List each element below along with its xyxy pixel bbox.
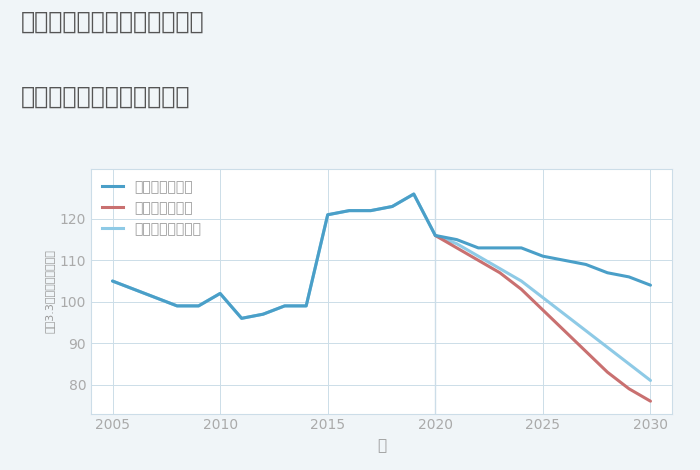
バッドシナリオ [582,349,590,354]
ノーマルシナリオ [496,266,504,272]
グッドシナリオ [237,315,246,321]
バッドシナリオ [517,287,526,292]
バッドシナリオ [453,245,461,251]
バッドシナリオ [560,328,568,334]
ノーマルシナリオ [302,303,310,309]
ノーマルシナリオ [195,303,203,309]
ノーマルシナリオ [410,191,418,197]
グッドシナリオ [431,233,440,238]
ノーマルシナリオ [539,295,547,300]
バッドシナリオ [474,258,482,263]
グッドシナリオ [216,290,224,296]
グッドシナリオ [474,245,482,251]
グッドシナリオ [603,270,612,275]
バッドシナリオ [496,270,504,275]
バッドシナリオ [603,369,612,375]
グッドシナリオ [173,303,181,309]
Y-axis label: 坪（3.3㎡）単価（万円）: 坪（3.3㎡）単価（万円） [44,250,54,333]
Text: 中古マンションの価格推移: 中古マンションの価格推移 [21,85,190,109]
グッドシナリオ [560,258,568,263]
ノーマルシナリオ [345,208,354,213]
グッドシナリオ [625,274,634,280]
ノーマルシナリオ [517,278,526,284]
グッドシナリオ [259,311,267,317]
ノーマルシナリオ [453,241,461,247]
ノーマルシナリオ [388,204,396,209]
バッドシナリオ [431,233,440,238]
Text: 愛知県稲沢市平和町中三宅の: 愛知県稲沢市平和町中三宅の [21,9,204,33]
ノーマルシナリオ [108,278,117,284]
ノーマルシナリオ [603,345,612,350]
グッドシナリオ [367,208,375,213]
グッドシナリオ [410,191,418,197]
グッドシナリオ [646,282,654,288]
ノーマルシナリオ [259,311,267,317]
ノーマルシナリオ [625,361,634,367]
Legend: グッドシナリオ, バッドシナリオ, ノーマルシナリオ: グッドシナリオ, バッドシナリオ, ノーマルシナリオ [98,176,205,240]
グッドシナリオ [345,208,354,213]
ノーマルシナリオ [646,377,654,383]
グッドシナリオ [108,278,117,284]
グッドシナリオ [496,245,504,251]
ノーマルシナリオ [281,303,289,309]
ノーマルシナリオ [216,290,224,296]
グッドシナリオ [517,245,526,251]
グッドシナリオ [195,303,203,309]
ノーマルシナリオ [431,233,440,238]
ノーマルシナリオ [173,303,181,309]
ノーマルシナリオ [560,311,568,317]
Line: バッドシナリオ: バッドシナリオ [435,235,650,401]
バッドシナリオ [539,307,547,313]
グッドシナリオ [539,253,547,259]
グッドシナリオ [302,303,310,309]
バッドシナリオ [625,386,634,392]
ノーマルシナリオ [474,253,482,259]
グッドシナリオ [453,237,461,243]
ノーマルシナリオ [237,315,246,321]
グッドシナリオ [281,303,289,309]
グッドシナリオ [388,204,396,209]
ノーマルシナリオ [323,212,332,218]
グッドシナリオ [582,262,590,267]
X-axis label: 年: 年 [377,438,386,453]
グッドシナリオ [323,212,332,218]
バッドシナリオ [646,399,654,404]
Line: グッドシナリオ: グッドシナリオ [113,194,650,318]
ノーマルシナリオ [367,208,375,213]
Line: ノーマルシナリオ: ノーマルシナリオ [113,194,650,380]
ノーマルシナリオ [582,328,590,334]
